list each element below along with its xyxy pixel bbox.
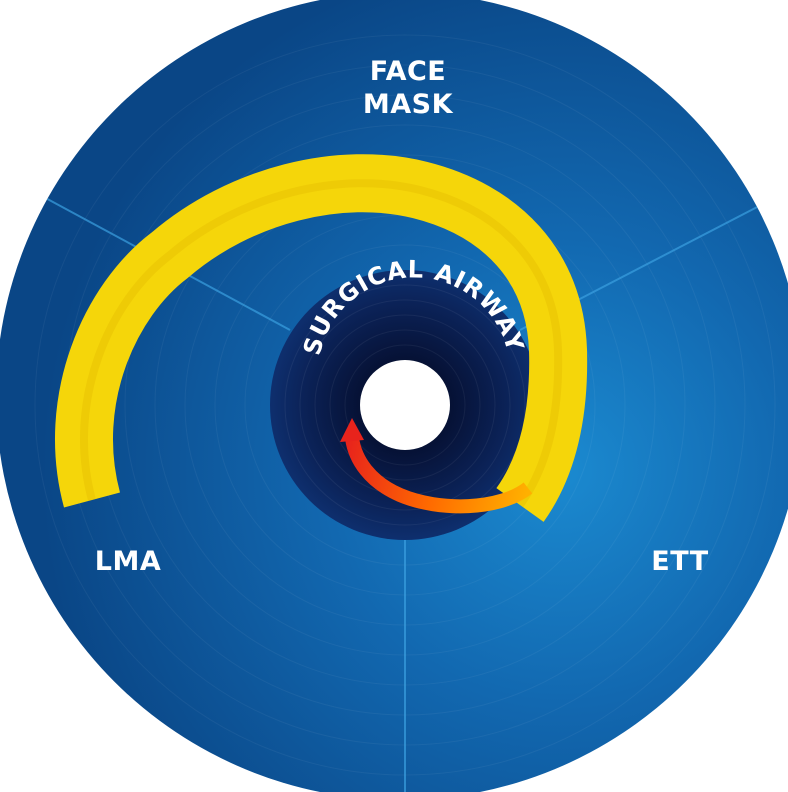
arrowhead-icon (340, 418, 364, 442)
sector-label-lma: LMA (95, 546, 161, 577)
sector-label-ett: ETT (651, 546, 708, 577)
spiral-band-shade (80, 179, 563, 508)
spiral-arrow (345, 436, 533, 514)
sector-label-face-mask-line1: FACE (370, 56, 447, 87)
center-hole (360, 360, 450, 450)
spiral-band (55, 154, 588, 522)
core-grooves (284, 284, 526, 526)
sector-label-face-mask-line2: MASK (363, 89, 454, 120)
